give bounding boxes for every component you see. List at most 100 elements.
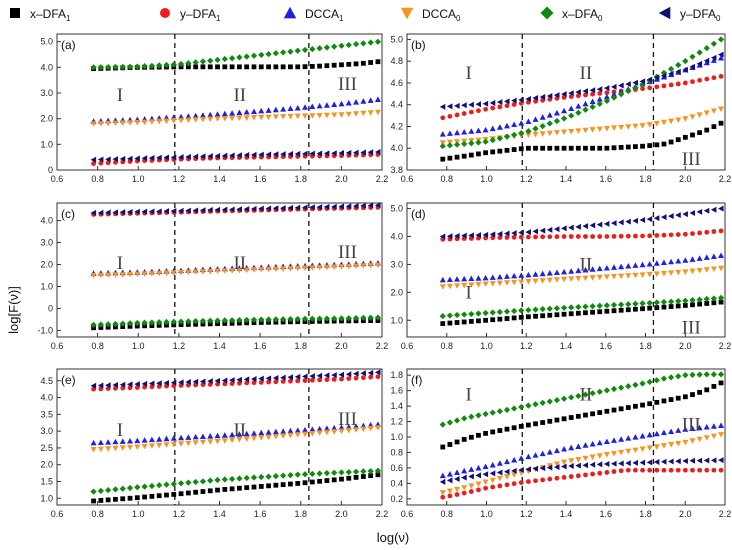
y-tick-label: 3.0 [40, 426, 53, 436]
data-point [490, 484, 496, 490]
series-y-dfa1 [91, 204, 381, 217]
data-point [468, 466, 475, 472]
data-point [199, 378, 206, 385]
series-x-dfa0 [439, 36, 725, 150]
data-point [618, 468, 624, 474]
x-axis-label: log(ν) [377, 530, 410, 545]
data-point [461, 111, 467, 116]
regime-label-i: I [117, 420, 123, 441]
data-point [540, 313, 546, 319]
data-point [625, 81, 631, 88]
data-point [250, 376, 257, 383]
data-point [690, 302, 695, 308]
data-point [207, 477, 214, 484]
data-point [533, 145, 538, 151]
data-point [353, 149, 359, 156]
data-point [711, 124, 717, 130]
x-tick-label: 0.8 [91, 509, 104, 519]
series-x-dfa0 [90, 314, 382, 329]
data-point [660, 72, 667, 79]
data-point [618, 82, 624, 89]
data-point [718, 54, 725, 61]
data-point [192, 378, 199, 385]
panel-e: 0.6 0.8 1.0 1.2 1.4 1.6 1.8 2.0 2.2 1.0 1.5 2.0 2.5 3… [40, 368, 388, 519]
legend-label: y–DFA0 [680, 7, 721, 23]
x-tick-label: 1.6 [254, 341, 267, 351]
data-point [338, 469, 345, 476]
data-point [525, 118, 532, 125]
data-point [134, 120, 141, 126]
series-x-dfa1 [91, 472, 381, 504]
data-point [660, 298, 668, 306]
data-point [718, 432, 725, 438]
data-point [134, 208, 140, 215]
data-point [525, 314, 531, 320]
data-point [640, 143, 645, 149]
data-point [440, 115, 446, 121]
data-point [461, 140, 468, 148]
y-tick-label: 0.2 [390, 494, 403, 504]
data-point [447, 113, 453, 119]
data-point [222, 487, 228, 492]
data-point [539, 270, 546, 277]
data-point [367, 149, 374, 156]
data-point [582, 266, 589, 273]
data-point [338, 100, 345, 107]
data-point [331, 372, 337, 379]
data-point [105, 63, 112, 71]
panel-label: (a) [61, 38, 76, 52]
legend-marker-dcca0 [400, 7, 414, 20]
data-point [127, 444, 134, 451]
data-point [119, 209, 126, 216]
data-point [547, 312, 553, 318]
data-point [163, 154, 170, 161]
data-point [518, 403, 525, 411]
data-point [625, 262, 632, 269]
panel-frame [406, 368, 726, 506]
data-point [654, 233, 660, 238]
data-point [553, 397, 561, 404]
data-point [483, 106, 488, 112]
x-tick-label: 1.2 [520, 174, 533, 184]
data-point [287, 374, 293, 381]
data-point [192, 478, 199, 486]
data-point [718, 205, 724, 212]
x-tick-label: 1.2 [520, 509, 533, 519]
data-point [287, 432, 294, 439]
data-point [374, 202, 381, 209]
data-point [148, 62, 156, 69]
data-point [309, 430, 316, 437]
data-point [374, 109, 381, 116]
data-point [258, 266, 265, 273]
data-point [518, 100, 524, 106]
data-point [258, 375, 264, 382]
data-point [611, 125, 618, 131]
data-point [185, 153, 191, 160]
y-tick-label: 4.0 [40, 216, 53, 226]
data-point [653, 299, 660, 306]
data-point [603, 461, 610, 468]
data-point [199, 478, 207, 485]
data-point [119, 120, 126, 126]
data-point [633, 306, 638, 312]
series-y-dfa0 [439, 457, 724, 485]
data-point [511, 279, 518, 286]
data-point [374, 96, 381, 102]
data-point [360, 468, 367, 475]
series-y-dfa1 [91, 152, 381, 166]
data-point [610, 301, 618, 309]
data-point [439, 478, 446, 485]
data-point [697, 130, 703, 136]
data-point [525, 128, 532, 135]
data-point [625, 124, 632, 130]
series-x-dfa1 [91, 318, 381, 331]
data-point [696, 49, 703, 56]
data-point [170, 318, 177, 325]
y-tick-label: 5.0 [390, 204, 403, 214]
data-point [610, 94, 618, 101]
series-y-dfa0 [439, 205, 724, 240]
data-point [367, 314, 374, 321]
data-point [661, 304, 667, 310]
data-point [639, 217, 646, 224]
data-point [589, 390, 596, 397]
